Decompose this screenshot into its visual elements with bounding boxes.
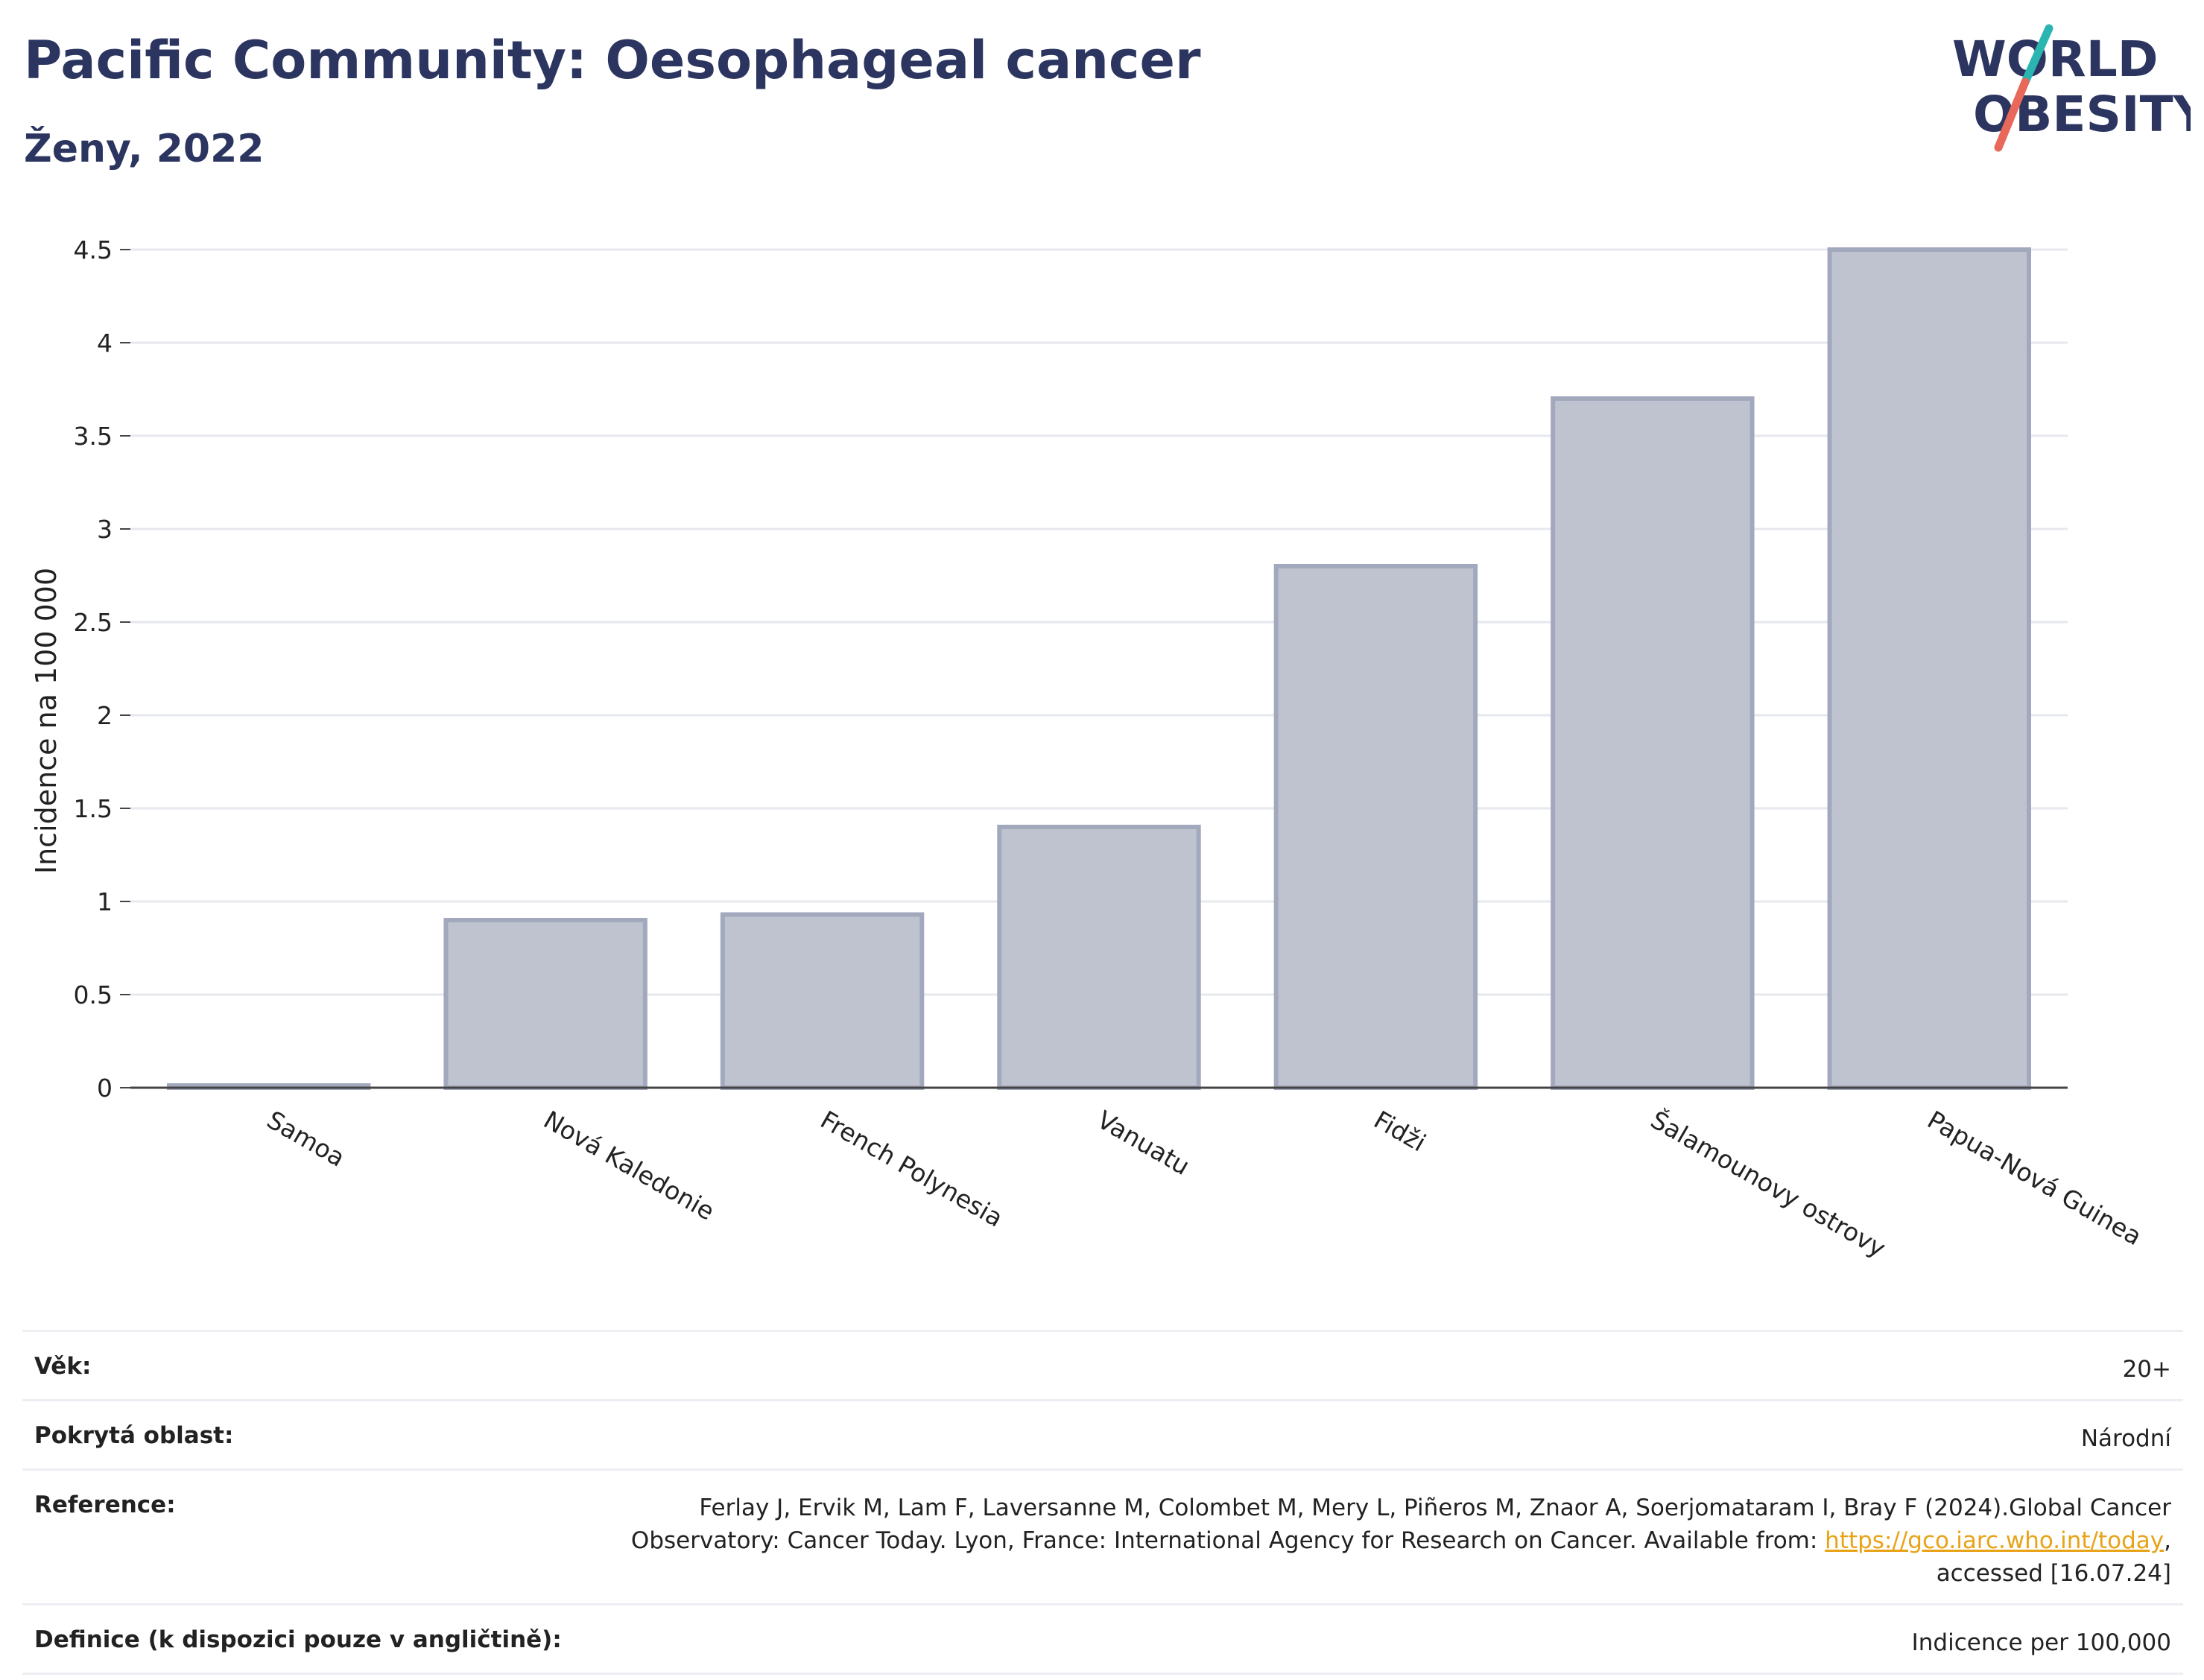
meta-row-coverage: Pokrytá oblast: Národní: [22, 1399, 2183, 1468]
y-tick-label: 4.5: [74, 235, 113, 264]
y-tick-label: 3.5: [74, 422, 113, 451]
definition-label: Definice (k dispozici pouze v angličtině…: [34, 1626, 562, 1653]
bar-1: [443, 918, 647, 1090]
y-axis-ticks: 0 0.5 1 1.5 2 2.5 3 3.5 4 4.5: [74, 235, 130, 1103]
y-tick-label: 1: [97, 887, 113, 916]
y-tick-label: 0: [97, 1074, 113, 1103]
age-value: 20+: [2122, 1356, 2171, 1383]
bar-2: [720, 912, 925, 1090]
reference-text-1: Ferlay J, Ervik M, Lam F, Laversanne M, …: [630, 1494, 2171, 1554]
bar-3: [997, 825, 1201, 1090]
metadata-table: Věk: 20+ Pokrytá oblast: Národní Referen…: [22, 1330, 2183, 1675]
bar-4: [1273, 564, 1478, 1090]
x-tick-label: French Polynesia: [816, 1105, 1008, 1233]
reference-text-2: , accessed [16.07.24]: [1936, 1527, 2171, 1587]
y-tick-label: 2.5: [74, 608, 113, 637]
x-tick-label: Nová Kaledonie: [539, 1105, 719, 1226]
reference-value: Ferlay J, Ervik M, Lam F, Laversanne M, …: [569, 1492, 2171, 1590]
chart-title: Pacific Community: Oesophageal cancer: [24, 30, 1201, 91]
y-tick-label: 1.5: [74, 794, 113, 823]
definition-value: Indicence per 100,000: [1911, 1629, 2171, 1656]
x-tick-label: Papua-Nová Guinea: [1922, 1105, 2147, 1251]
chart-subtitle: Ženy, 2022: [24, 127, 265, 171]
y-tick-label: 4: [97, 329, 113, 358]
x-tick-label: Šalamounovy ostrovy: [1646, 1104, 1891, 1263]
y-tick-label: 2: [97, 701, 113, 730]
x-axis-ticks: Samoa Nová Kaledonie French Polynesia Vanua…: [262, 1104, 2147, 1263]
y-tick-label: 3: [97, 515, 113, 544]
y-axis-label: Incidence na 100 000: [30, 568, 63, 874]
reference-link[interactable]: https://gco.iarc.who.int/today: [1825, 1527, 2165, 1554]
x-tick-label: Samoa: [262, 1105, 350, 1173]
x-tick-label: Vanuatu: [1092, 1105, 1194, 1181]
x-tick-label: Fidži: [1369, 1105, 1431, 1157]
bar-chart: 0 0.5 1 1.5 2 2.5 3 3.5 4 4.5 Samoa Nová Kaledonie…: [30, 235, 2147, 1263]
coverage-label: Pokrytá oblast:: [34, 1422, 234, 1449]
age-label: Věk:: [34, 1353, 92, 1380]
meta-row-reference: Reference: Ferlay J, Ervik M, Lam F, Lav…: [22, 1468, 2183, 1603]
bar-6: [1827, 247, 2032, 1090]
y-tick-label: 0.5: [74, 980, 113, 1009]
coverage-value: Národní: [2080, 1425, 2171, 1452]
logo-slash-top: [2021, 24, 2053, 86]
logo-line1: WORLD: [1952, 31, 2159, 88]
bars: [167, 247, 2032, 1090]
world-obesity-logo: WORLD OBESITY: [1952, 24, 2191, 152]
meta-row-age: Věk: 20+: [22, 1330, 2183, 1399]
logo-slash-bottom: [1994, 77, 2030, 152]
bar-5: [1551, 396, 1755, 1090]
meta-row-definition: Definice (k dispozici pouze v angličtině…: [22, 1603, 2183, 1675]
reference-label: Reference:: [34, 1492, 176, 1518]
